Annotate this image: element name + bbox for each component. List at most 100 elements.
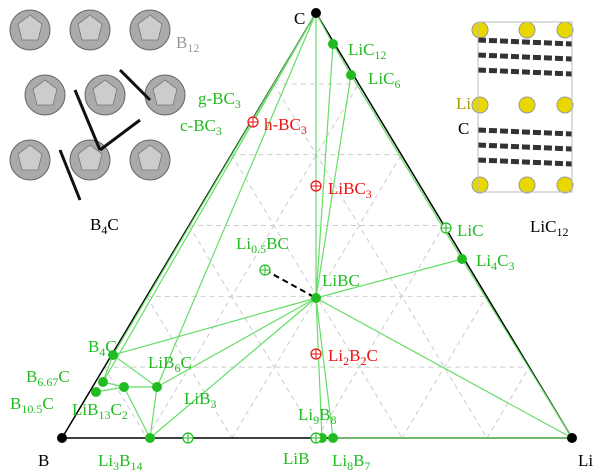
label-part: B [10,394,21,413]
b12-facet [152,79,178,106]
tie-line [315,74,352,299]
label-part: C [180,353,191,372]
label: Li2B2C [328,346,378,368]
phase-point [152,382,162,392]
c-chain [73,89,102,151]
tie-line [461,258,573,439]
tie-line [332,43,352,76]
tie-line [112,354,158,388]
label-part: Li [328,346,343,365]
label: LiC6 [368,69,400,91]
graphene-layer [477,52,573,62]
label-part: LiC [530,217,556,236]
label-part: LiB [72,400,98,419]
label-part: B [119,451,130,470]
phase-point [328,433,338,443]
phase-cross [311,433,321,443]
label-part: B [349,346,360,365]
tie-line [112,297,317,356]
label: Li8B7 [332,451,370,473]
label-part: Li [298,405,313,424]
label-part: C [107,215,118,234]
subscript: 7 [364,459,370,473]
subscript: 14 [130,459,142,473]
vertex-label: Li [578,451,593,470]
subscript: 6.67 [37,375,58,389]
tie-line [315,297,573,439]
b12-facet [17,14,43,41]
tie-line [102,12,317,383]
tie-line [112,12,317,356]
label-part: B [353,451,364,470]
graphene-layer [477,142,573,152]
subscript: 6 [174,361,180,375]
subscript: 4 [99,345,105,359]
li-atom [556,176,574,194]
phase-cross [311,181,321,191]
label: B6.67C [26,367,70,389]
phase-cross [248,117,258,127]
b12-facet [77,144,103,171]
tie-line [315,12,334,45]
c-chain [99,118,141,152]
label-part: LiB [184,389,210,408]
b12-facet [137,14,163,41]
li-atom [471,21,489,39]
label: h-BC3 [264,115,307,137]
label-part: LiBC [322,271,360,290]
label-part: g-BC [198,89,235,108]
label: Li0.5BC [236,234,289,256]
atom-label: C [458,119,469,138]
graphene-layer [477,37,573,47]
tie-line [156,12,317,388]
grid-line [401,296,488,439]
subscript: 2 [360,354,366,368]
phase-point [98,377,108,387]
phase-point [311,293,321,303]
label-part: LiB [283,449,309,468]
subscript: 3 [113,459,119,473]
label-part: Li [98,451,113,470]
grid-line [146,83,360,439]
grid-line [316,225,445,439]
tie-line [315,297,323,439]
label-part: B [90,215,101,234]
grid-line [146,296,233,439]
b12-facet [77,14,103,41]
phase-point [328,39,338,49]
unit-cell [477,21,573,193]
label-part: Li [332,451,347,470]
phase-cross [311,349,321,359]
label: LiB3 [184,389,216,411]
graphene-layer [477,127,573,137]
phase-point [346,70,356,80]
tie-line [149,297,317,439]
label-part: C [110,400,121,419]
label-part: C [497,251,508,270]
phase-cross [183,433,193,443]
label-part: C [366,346,377,365]
label: LiC12 [530,217,568,239]
li-atom [471,176,489,194]
dashed-link [264,269,317,299]
grid-line [486,366,530,439]
b12-facet [32,79,58,106]
label: LiBC [322,271,360,290]
label-part: LiC [457,221,483,240]
label: Li4C3 [476,251,514,273]
tie-line [149,386,158,439]
label-part: LiB [148,353,174,372]
subscript: 12 [187,41,199,55]
label-part: LiC [348,40,374,59]
label-part: h-BC [264,115,301,134]
label-part: B [176,33,187,52]
subscript: 8 [347,459,353,473]
li-atom [518,96,536,114]
li-atom [471,96,489,114]
graphene-layer [477,67,573,77]
subscript: 3 [235,97,241,111]
label-part: C [105,337,116,356]
subscript: 0.5 [251,242,266,256]
